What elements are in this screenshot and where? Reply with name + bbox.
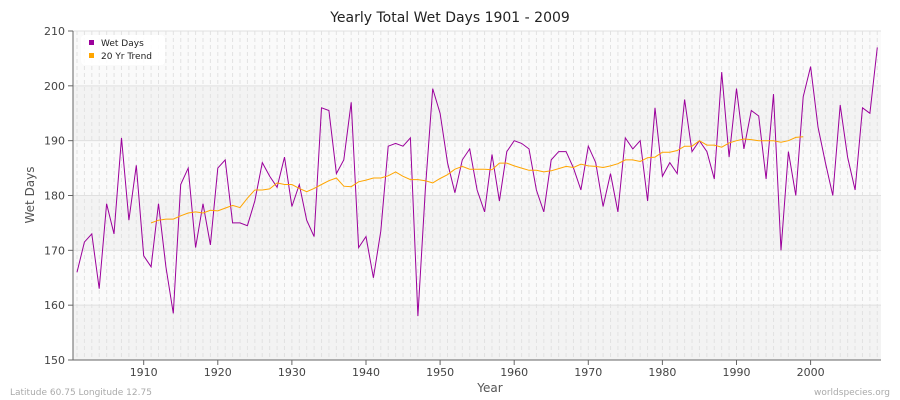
legend: Wet Days 20 Yr Trend bbox=[81, 35, 165, 65]
x-tick-label: 1960 bbox=[500, 366, 528, 379]
y-axis-label: Wet Days bbox=[23, 166, 37, 223]
y-tick-label: 160 bbox=[44, 299, 65, 312]
x-axis-label: Year bbox=[476, 381, 502, 395]
chart-title: Yearly Total Wet Days 1901 - 2009 bbox=[329, 10, 570, 26]
x-tick-label: 1990 bbox=[722, 366, 750, 379]
y-tick-label: 180 bbox=[44, 190, 65, 203]
y-tick-label: 200 bbox=[44, 80, 65, 93]
wet-days-line bbox=[76, 47, 878, 317]
source-label: worldspecies.org bbox=[814, 388, 890, 398]
x-tick-label: 1950 bbox=[426, 366, 454, 379]
tick-labels: 150 160 170 180 190 200 210 1910 1920 1930 1940 195… bbox=[44, 25, 825, 379]
legend-box bbox=[81, 35, 165, 65]
y-tick-label: 190 bbox=[44, 135, 65, 148]
x-tick-label: 1930 bbox=[278, 366, 306, 379]
legend-swatch-trend bbox=[89, 53, 94, 58]
y-tick-label: 170 bbox=[44, 244, 65, 257]
location-label: Latitude 60.75 Longitude 12.75 bbox=[10, 388, 152, 398]
series-lines bbox=[76, 47, 878, 317]
legend-swatch-wet-days bbox=[89, 40, 94, 45]
trend-line bbox=[150, 136, 804, 224]
x-tick-label: 1910 bbox=[130, 366, 158, 379]
legend-label-trend: 20 Yr Trend bbox=[101, 52, 152, 62]
legend-label-wet-days: Wet Days bbox=[101, 39, 144, 49]
x-tick-label: 1920 bbox=[204, 366, 232, 379]
y-tick-label: 210 bbox=[44, 25, 65, 38]
x-tick-label: 1940 bbox=[352, 366, 380, 379]
x-tick-label: 1980 bbox=[648, 366, 676, 379]
x-tick-label: 1970 bbox=[574, 366, 602, 379]
y-tick-label: 150 bbox=[44, 354, 65, 367]
x-tick-label: 2000 bbox=[797, 366, 825, 379]
